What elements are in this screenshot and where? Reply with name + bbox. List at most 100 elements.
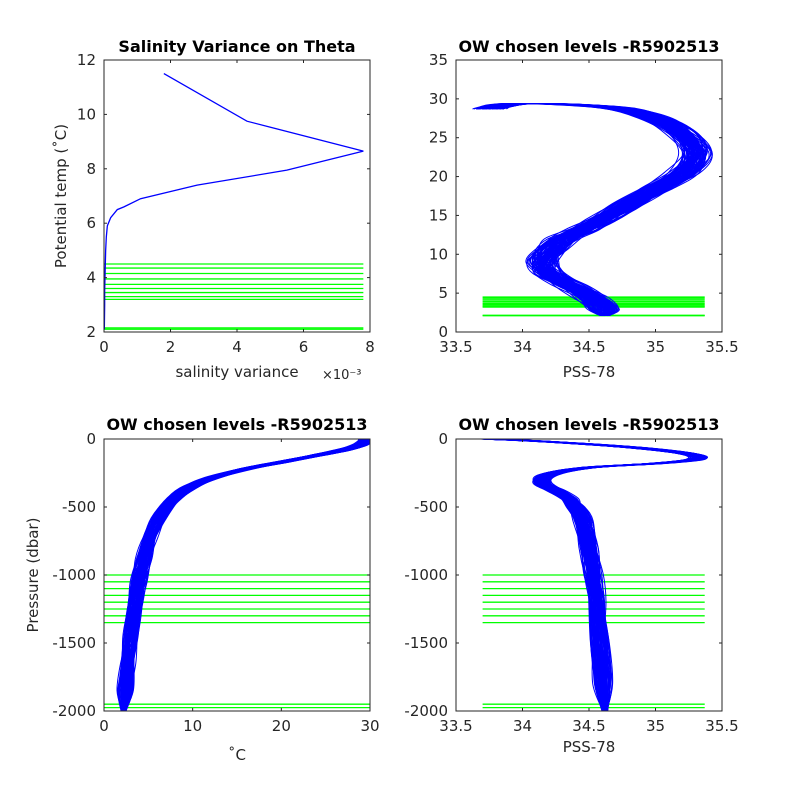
panel-variance-axes-frame — [103, 59, 371, 333]
pressure_theta-ytick-label-2: -1000 — [52, 566, 96, 584]
theta_salinity-profile-line-74 — [476, 102, 699, 317]
panel-theta-salinity-xlabel: PSS-78 — [563, 363, 616, 381]
panel-pressure-theta-ylabel: Pressure (dbar) — [24, 518, 42, 633]
theta_salinity-xtick-label-4: 35.5 — [705, 338, 738, 356]
pressure_theta-ytick-label-0: -2000 — [52, 702, 96, 720]
theta_salinity-ytick-label-4: 20 — [429, 168, 448, 186]
theta_salinity-ytick-label-1: 5 — [438, 284, 448, 302]
pressure_theta-xtick-label-1: 10 — [183, 717, 202, 735]
theta_salinity-profile-line-44 — [491, 102, 701, 316]
theta_salinity-profile-line-57 — [482, 102, 695, 317]
pressure_salinity-xtick-label-3: 35 — [646, 717, 665, 735]
theta_salinity-profile-line-60 — [489, 102, 683, 316]
theta_salinity-profile-line-56 — [479, 102, 694, 317]
theta_salinity-profile-line-24 — [492, 102, 701, 316]
theta_salinity-ytick-label-5: 25 — [429, 129, 448, 147]
pressure_theta-profile-line-89 — [124, 439, 368, 711]
variance-ytick-label-5: 12 — [77, 51, 96, 69]
panel-pressure-theta-xlabel: ˚C — [228, 746, 246, 764]
variance-series-line-0 — [104, 73, 364, 330]
variance-xtick-label-0: 0 — [99, 338, 109, 356]
theta_salinity-profile-line-73 — [483, 102, 697, 317]
theta_salinity-xtick-label-2: 34.5 — [572, 338, 605, 356]
variance-xtick-label-4: 8 — [365, 338, 375, 356]
panel-variance: Salinity Variance on Theta 0 2 4 6 824681012… — [52, 37, 375, 383]
theta_salinity-profile-line-71 — [484, 102, 698, 317]
pressure_salinity-xtick-label-2: 34.5 — [572, 717, 605, 735]
theta_salinity-xtick-label-1: 34 — [513, 338, 532, 356]
panel-theta-salinity-ticks: 33.5 34 34.5 35 35.5 0 5 10 15 20 25 30 35 — [429, 51, 739, 356]
theta_salinity-ytick-label-6: 30 — [429, 90, 448, 108]
theta_salinity-profile-line-40 — [498, 102, 691, 317]
panel-pressure-salinity-title: OW chosen levels -R5902513 — [458, 415, 719, 434]
theta_salinity-profile-line-11 — [484, 102, 691, 316]
panel-pressure-theta: OW chosen levels -R5902513 0 10 20 30 -2000 -… — [24, 415, 380, 764]
variance-xtick-label-1: 2 — [166, 338, 176, 356]
theta_salinity-profile-line-85 — [500, 102, 696, 317]
pressure_salinity-ytick-label-4: 0 — [438, 430, 448, 448]
theta_salinity-profile-line-35 — [477, 102, 696, 317]
theta_salinity-profile-line-59 — [482, 102, 694, 317]
panel-pressure-salinity-xlabel: PSS-78 — [563, 738, 616, 756]
theta_salinity-profile-line-67 — [487, 102, 689, 316]
panel-pressure-salinity: OW chosen levels -R5902513 33.5 34 34.5 35 3… — [404, 415, 738, 756]
theta_salinity-ytick-label-2: 10 — [429, 245, 448, 263]
panel-theta-salinity-title: OW chosen levels -R5902513 — [458, 37, 719, 56]
theta_salinity-profile-line-53 — [489, 102, 692, 316]
pressure_theta-xtick-label-0: 0 — [99, 717, 109, 735]
pressure_salinity-profile-line-89 — [482, 439, 698, 711]
pressure_theta-profile-line-87 — [124, 439, 365, 711]
theta_salinity-profile-line-29 — [496, 102, 695, 317]
theta_salinity-profile-line-82 — [486, 102, 686, 316]
variance-ytick-label-2: 6 — [86, 214, 96, 232]
theta_salinity-profile-line-58 — [493, 102, 686, 316]
pressure_salinity-ytick-label-1: -1500 — [404, 634, 448, 652]
theta_salinity-profile-line-47 — [490, 102, 689, 316]
theta_salinity-profile-line-18 — [488, 102, 690, 316]
pressure_salinity-xtick-label-4: 35.5 — [705, 717, 738, 735]
panel-pressure-theta-ticks: 0 10 20 30 -2000 -1500 -1000 -500 0 — [52, 430, 379, 735]
theta_salinity-ytick-label-0: 0 — [438, 323, 448, 341]
panel-variance-xlabel: salinity variance — [175, 363, 298, 381]
pressure_theta-xtick-label-2: 20 — [272, 717, 291, 735]
variance-ytick-label-4: 10 — [77, 105, 96, 123]
panel-variance-plot-area — [104, 73, 364, 330]
theta_salinity-profile-line-5 — [478, 102, 695, 317]
theta_salinity-profile-line-80 — [476, 102, 698, 317]
pressure_salinity-profile-line-83 — [492, 439, 707, 711]
theta_salinity-profile-line-16 — [487, 102, 702, 316]
variance-ytick-label-3: 8 — [86, 160, 96, 178]
variance-xtick-label-2: 4 — [232, 338, 242, 356]
theta_salinity-profile-line-22 — [482, 102, 699, 317]
panel-theta-salinity: OW chosen levels -R5902513 33.5 34 34.5 35 3… — [429, 37, 739, 381]
panel-variance-x-exponent: ×10⁻³ — [322, 368, 362, 383]
theta_salinity-profile-line-89 — [492, 102, 692, 316]
pressure_salinity-ytick-label-2: -1000 — [404, 566, 448, 584]
theta_salinity-profile-line-84 — [477, 102, 700, 317]
variance-ytick-label-1: 4 — [86, 269, 96, 287]
theta_salinity-xtick-label-0: 33.5 — [439, 338, 472, 356]
pressure_salinity-ytick-label-0: -2000 — [404, 702, 448, 720]
theta_salinity-profile-line-23 — [483, 102, 702, 317]
pressure_salinity-xtick-label-1: 34 — [513, 717, 532, 735]
theta_salinity-profile-line-25 — [489, 102, 697, 316]
theta_salinity-profile-line-76 — [500, 102, 693, 317]
theta_salinity-profile-line-7 — [493, 102, 689, 316]
pressure_theta-xtick-label-3: 30 — [360, 717, 379, 735]
theta_salinity-profile-line-8 — [481, 102, 695, 317]
theta_salinity-profile-line-37 — [498, 102, 700, 317]
theta_salinity-profile-line-46 — [490, 102, 686, 316]
panel-pressure-salinity-plot-area — [480, 439, 708, 711]
pressure_theta-ytick-label-1: -1500 — [52, 634, 96, 652]
theta_salinity-profile-line-52 — [483, 102, 694, 316]
pressure_salinity-ytick-label-3: -500 — [414, 498, 448, 516]
panel-variance-title: Salinity Variance on Theta — [118, 37, 355, 56]
pressure_theta-ytick-label-3: -500 — [62, 498, 96, 516]
theta_salinity-profile-line-43 — [485, 102, 701, 317]
theta_salinity-profile-line-88 — [483, 102, 688, 316]
theta_salinity-profile-line-65 — [493, 102, 691, 316]
theta_salinity-profile-line-20 — [479, 102, 693, 317]
theta_salinity-profile-line-87 — [484, 102, 689, 317]
